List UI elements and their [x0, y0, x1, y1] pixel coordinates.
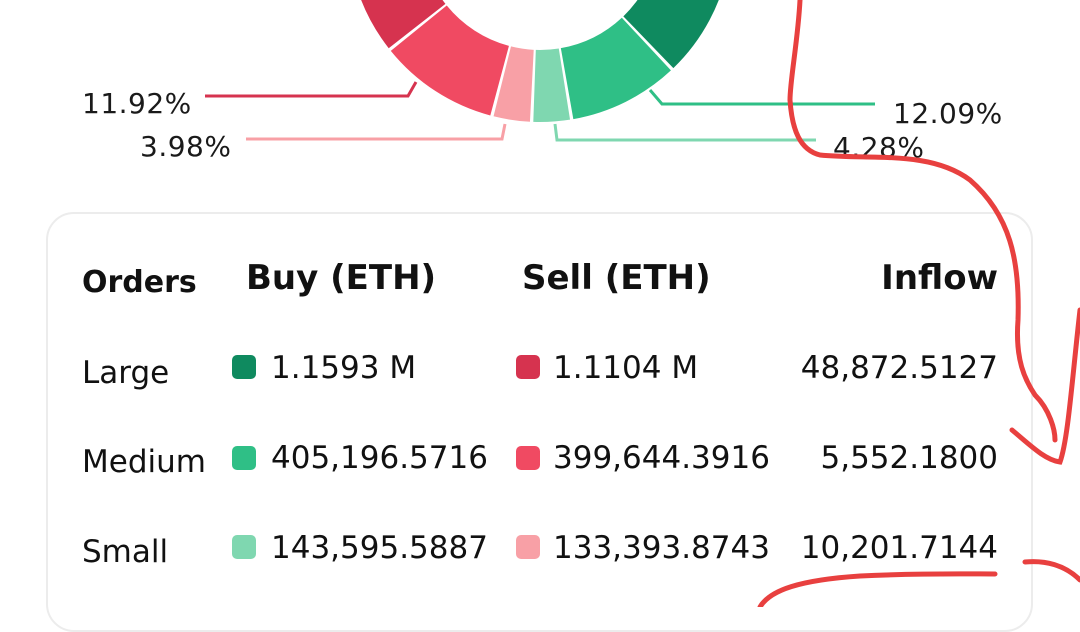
sell-small-value: 133,393.8743: [553, 530, 770, 566]
buy-large-swatch: [232, 355, 256, 379]
sell-large-value: 1.1104 M: [553, 350, 699, 386]
sell-medium-swatch: [516, 446, 540, 470]
segment-buy-large: [623, 0, 719, 69]
row-label-large: Large: [82, 355, 170, 391]
header-sell: Sell (ETH): [522, 258, 711, 298]
buy-medium-value: 405,196.5716: [271, 440, 488, 476]
row-label-medium: Medium: [82, 444, 206, 480]
label-sell-large-percent: 11.92%: [82, 87, 192, 120]
buy-small-swatch: [232, 535, 256, 559]
order-distribution-donut: [205, 0, 875, 142]
header-buy: Buy (ETH): [246, 258, 437, 298]
buy-medium-swatch: [232, 446, 256, 470]
segment-buy-small: [533, 48, 571, 123]
inflow-medium-value: 5,552.1800: [820, 440, 999, 476]
sell-medium-value: 399,644.3916: [553, 440, 770, 476]
sell-large-swatch: [516, 355, 540, 379]
leader-line-buy-small: [553, 123, 816, 142]
label-buy-medium-percent: 12.09%: [893, 97, 1003, 130]
segment-sell-large: [361, 0, 446, 49]
segment-sell-medium: [390, 5, 509, 116]
inflow-small-value: 10,201.7144: [800, 530, 998, 566]
label-sell-small-percent: 3.98%: [140, 130, 232, 163]
label-buy-small-percent: 4.28%: [833, 131, 925, 164]
leader-line-buy-medium: [648, 89, 875, 106]
leader-line-sell-large: [205, 81, 418, 98]
leader-line-sell-small: [246, 123, 507, 141]
segment-buy-medium: [560, 17, 671, 120]
buy-small-value: 143,595.5887: [271, 530, 488, 566]
header-inflow: Inflow: [881, 258, 998, 298]
buy-large-value: 1.1593 M: [271, 350, 417, 386]
segment-sell-small: [493, 46, 534, 122]
sell-small-swatch: [516, 535, 540, 559]
header-orders: Orders: [82, 265, 197, 300]
row-label-small: Small: [82, 534, 169, 570]
inflow-large-value: 48,872.5127: [800, 350, 998, 386]
